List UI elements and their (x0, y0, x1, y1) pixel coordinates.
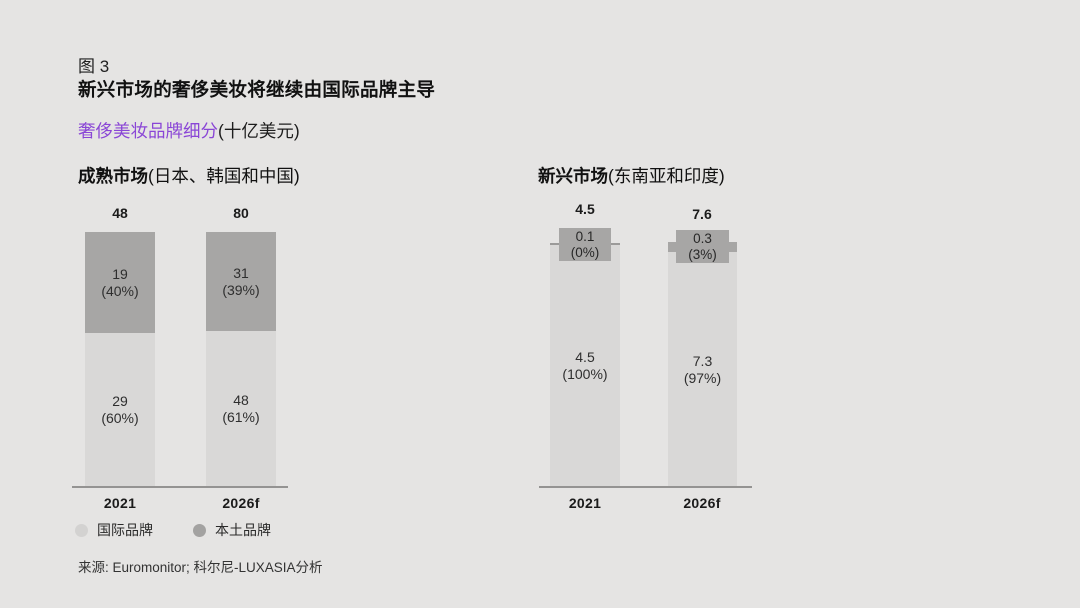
subtitle-unit: (十亿美元) (218, 121, 300, 141)
segment-pct: (40%) (101, 282, 139, 299)
legend-item-international: 国际品牌 (75, 520, 153, 540)
mature-2021-local-segment: 19 (40%) (85, 232, 155, 333)
mature-market-title-bold: 成熟市场 (78, 166, 148, 186)
segment-pct: (39%) (222, 281, 260, 298)
emerging-market-title-rest: (东南亚和印度) (608, 166, 725, 186)
segment-value: 48 (233, 392, 249, 408)
segment-pct: (100%) (562, 365, 608, 382)
segment-pct: (3%) (688, 246, 717, 262)
mature-bar-2026f: 31 (39%) 48 (61%) (206, 232, 276, 487)
legend-label: 本土品牌 (215, 522, 271, 538)
legend-label: 国际品牌 (97, 522, 153, 538)
mature-total-2021: 48 (112, 205, 128, 221)
international-brand-swatch-icon (75, 523, 88, 537)
emerging-2026f-international-label: 7.3 (97%) (668, 252, 737, 487)
mature-category-2026f: 2026f (222, 495, 260, 511)
figure-number: 图 3 (78, 57, 110, 76)
segment-pct: (97%) (683, 369, 722, 386)
segment-value: 4.5 (575, 348, 595, 365)
source-note: 来源: Euromonitor; 科尔尼-LUXASIA分析 (78, 560, 323, 575)
figure-subtitle: 奢侈美妆品牌细分(十亿美元) (78, 118, 300, 143)
emerging-2026f-international-segment (668, 252, 737, 487)
segment-value: 0.1 (575, 228, 595, 244)
local-brand-swatch-icon (193, 523, 206, 537)
segment-value: 19 (112, 265, 128, 282)
emerging-2021-local-callout: 0.1 (0%) (559, 228, 611, 261)
emerging-category-2026f: 2026f (683, 495, 721, 511)
figure-title: 新兴市场的奢侈美妆将继续由国际品牌主导 (78, 79, 436, 100)
subtitle-highlight: 奢侈美妆品牌细分 (78, 121, 218, 141)
segment-pct: (0%) (570, 244, 600, 260)
emerging-2021-international-segment (550, 244, 620, 487)
segment-pct: (61%) (222, 409, 260, 425)
segment-value: 7.3 (692, 352, 713, 369)
segment-pct: (60%) (101, 410, 139, 426)
segment-value: 0.3 (693, 230, 712, 246)
mature-2026f-international-segment: 48 (61%) (206, 331, 276, 487)
emerging-2026f-local-callout: 0.3 (3%) (676, 230, 729, 263)
emerging-axis-line (539, 486, 752, 488)
mature-total-2026f: 80 (233, 205, 249, 221)
emerging-market-title-bold: 新兴市场 (538, 166, 608, 186)
emerging-total-2021: 4.5 (575, 201, 595, 217)
segment-value: 31 (233, 264, 249, 281)
mature-2026f-local-segment: 31 (39%) (206, 232, 276, 331)
mature-bar-2021: 19 (40%) 29 (60%) (85, 232, 155, 487)
legend-item-local: 本土品牌 (193, 520, 271, 540)
emerging-market-chart-title: 新兴市场(东南亚和印度) (538, 163, 725, 188)
mature-category-2021: 2021 (103, 495, 137, 511)
emerging-2021-international-label: 4.5 (100%) (550, 244, 620, 487)
mature-market-title-rest: (日本、韩国和中国) (148, 166, 300, 186)
mature-axis-line (72, 486, 288, 488)
emerging-total-2026f: 7.6 (692, 206, 712, 222)
legend: 国际品牌 本土品牌 (75, 520, 271, 540)
segment-value: 29 (112, 393, 128, 409)
mature-2021-international-segment: 29 (60%) (85, 333, 155, 487)
mature-market-chart-title: 成熟市场(日本、韩国和中国) (78, 163, 300, 188)
emerging-category-2021: 2021 (568, 495, 602, 511)
